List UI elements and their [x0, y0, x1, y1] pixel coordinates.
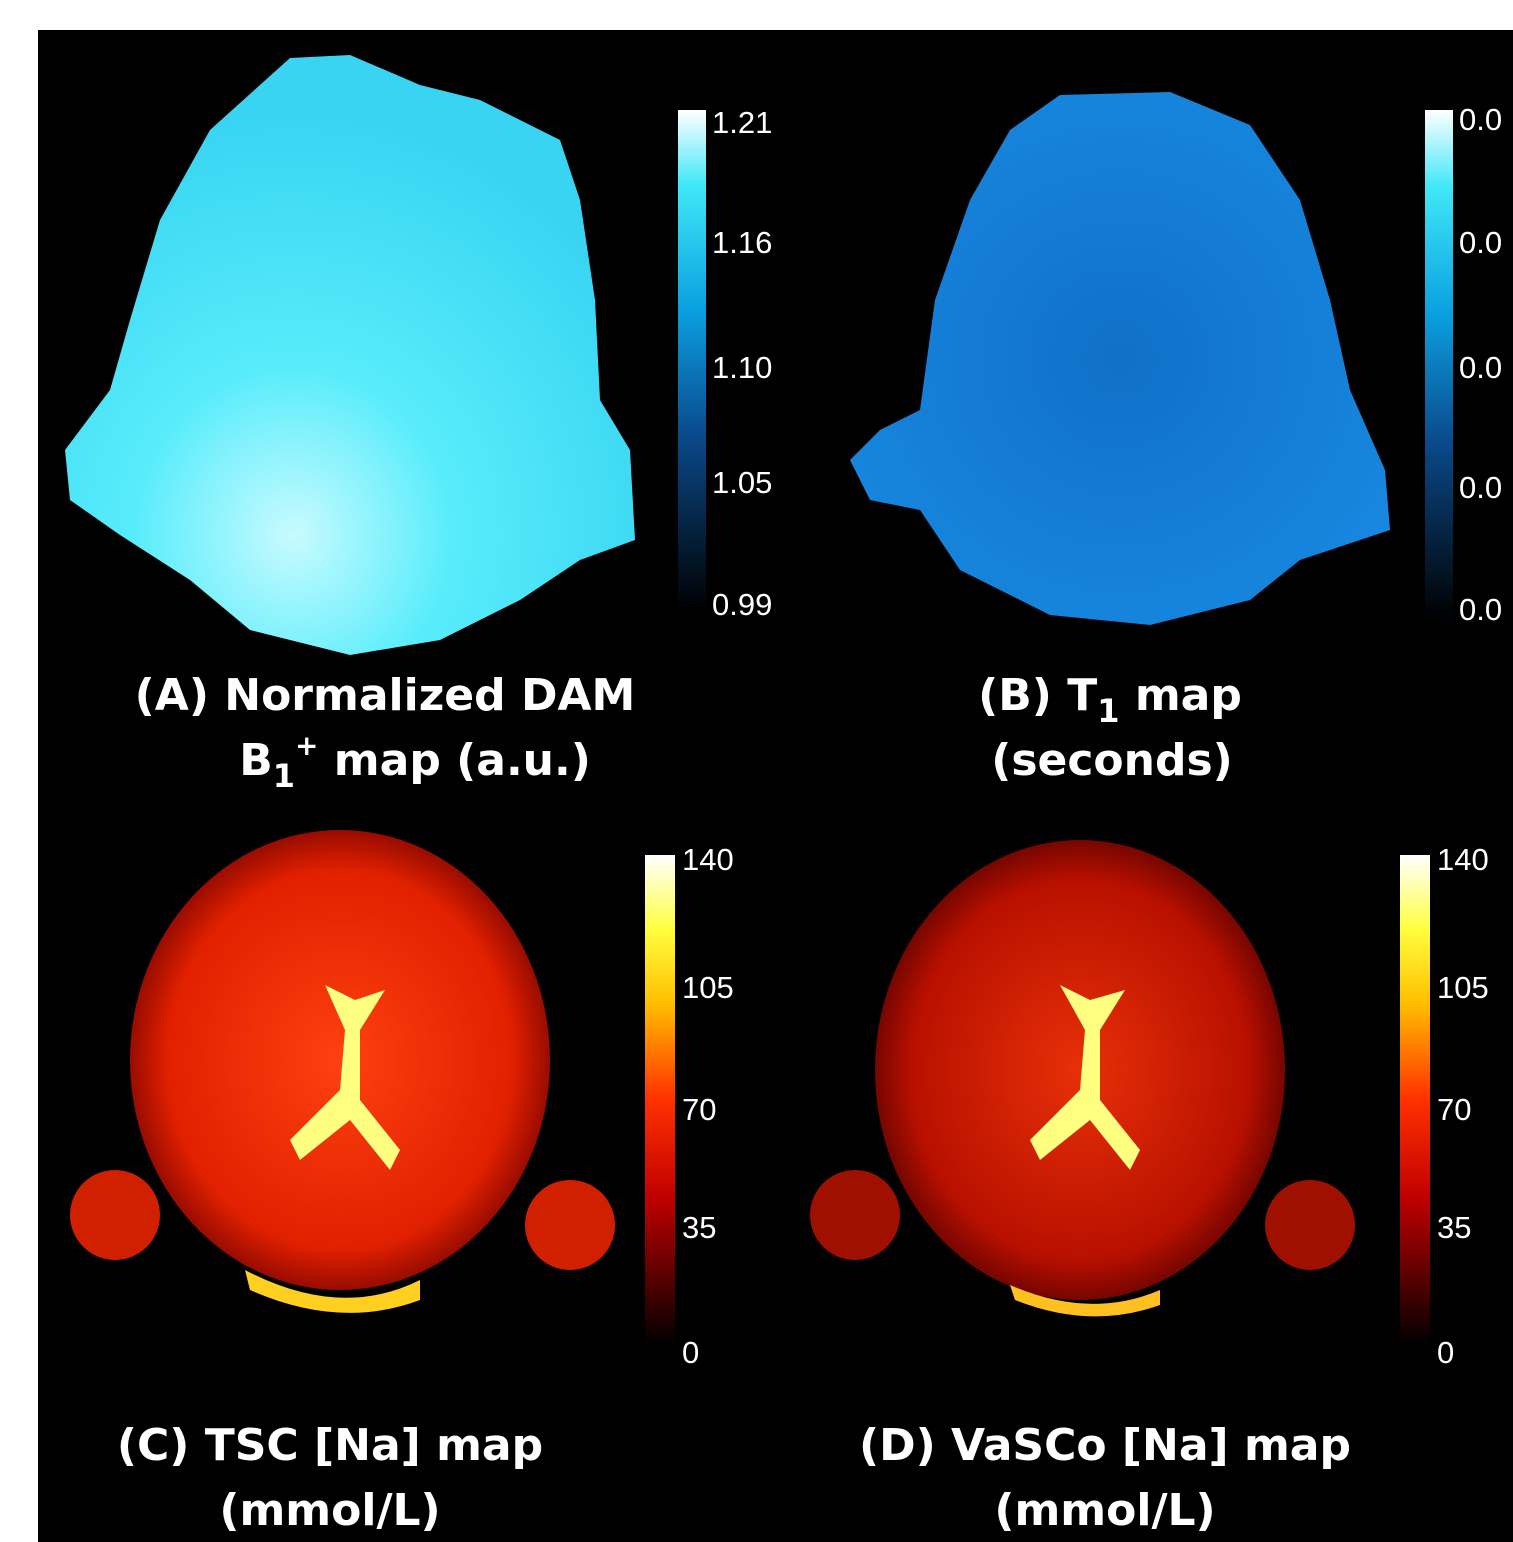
- colorbar-tick-label: 0.0: [1459, 225, 1502, 260]
- caption-text: map (a.u.): [318, 735, 590, 786]
- caption: (seconds): [991, 735, 1233, 786]
- ear: [525, 1180, 615, 1270]
- ear: [810, 1170, 900, 1260]
- colorbar-tick-label: 1.21: [712, 105, 772, 140]
- subscript: 1: [1097, 692, 1119, 730]
- colorbar-tick-label: 35: [1437, 1210, 1471, 1245]
- colorbar-tick-label: 140: [1437, 842, 1489, 877]
- colorbar-tick-label: 70: [682, 1092, 716, 1127]
- colorbar-tick-label: 1.16: [712, 225, 772, 260]
- colorbar-tick-label: 0.0: [1459, 592, 1502, 627]
- colorbar: [1400, 855, 1430, 1345]
- colorbar-tick-label: 0.0: [1459, 470, 1502, 505]
- superscript: +: [295, 729, 318, 762]
- vasco-map-image: [875, 840, 1285, 1300]
- figure: 1.21 1.16 1.10 1.05 0.99 (A) Normalized …: [0, 0, 1513, 1542]
- caption-text: (B) T: [978, 670, 1097, 721]
- caption-text: map: [1120, 670, 1242, 721]
- colorbar-tick-label: 140: [682, 842, 734, 877]
- colorbar-tick-label: 0.0: [1459, 102, 1502, 137]
- colorbar: [645, 855, 675, 1345]
- colorbar-tick-label: 0.99: [712, 587, 772, 622]
- colorbar-tick-label: 35: [682, 1210, 716, 1245]
- caption: (mmol/L): [994, 1485, 1215, 1536]
- caption: (A) Normalized DAM: [135, 670, 636, 721]
- colorbar: [678, 110, 706, 610]
- ear: [70, 1170, 160, 1260]
- colorbar-tick-label: 0: [1437, 1335, 1454, 1370]
- caption: (mmol/L): [219, 1485, 440, 1536]
- caption: (D) VaSCo [Na] map: [859, 1420, 1351, 1471]
- colorbar-tick-label: 0.0: [1459, 350, 1502, 385]
- colorbar-tick-label: 1.05: [712, 465, 772, 500]
- caption: (C) TSC [Na] map: [117, 1420, 543, 1471]
- colorbar-tick-label: 105: [1437, 970, 1489, 1005]
- colorbar-tick-label: 0: [682, 1335, 699, 1370]
- colorbar-tick-label: 70: [1437, 1092, 1471, 1127]
- subscript: 1: [273, 757, 295, 795]
- tsc-map-image: [130, 830, 550, 1290]
- colorbar-tick-label: 1.10: [712, 350, 772, 385]
- caption-text: B: [239, 735, 273, 786]
- colorbar: [1425, 110, 1453, 620]
- ear: [1265, 1180, 1355, 1270]
- colorbar-tick-label: 105: [682, 970, 734, 1005]
